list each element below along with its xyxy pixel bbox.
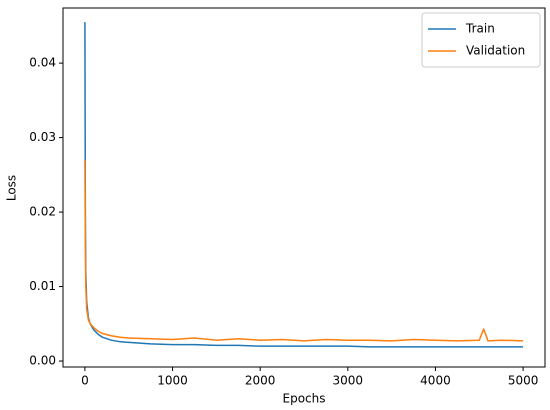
x-tick-label: 4000 [420, 374, 451, 388]
line-series [84, 22, 524, 348]
x-axis-label: Epochs [283, 392, 326, 406]
x-tick-label: 2000 [245, 374, 276, 388]
x-tick-label: 1000 [157, 374, 188, 388]
y-tick-label: 0.03 [29, 130, 56, 144]
legend-label: Validation [466, 44, 525, 58]
x-tick-label: 5000 [508, 374, 539, 388]
x-tick-label: 3000 [333, 374, 364, 388]
line-series [84, 159, 524, 342]
y-tick-label: 0.04 [29, 56, 56, 70]
legend-box [421, 12, 541, 68]
y-tick-label: 0.01 [29, 279, 56, 293]
y-axis-label: Loss [5, 175, 19, 201]
legend-label: Train [465, 22, 495, 36]
plot-frame [62, 7, 546, 368]
x-tick-label: 0 [81, 374, 89, 388]
y-tick-label: 0.00 [29, 354, 56, 368]
y-tick-label: 0.02 [29, 205, 56, 219]
